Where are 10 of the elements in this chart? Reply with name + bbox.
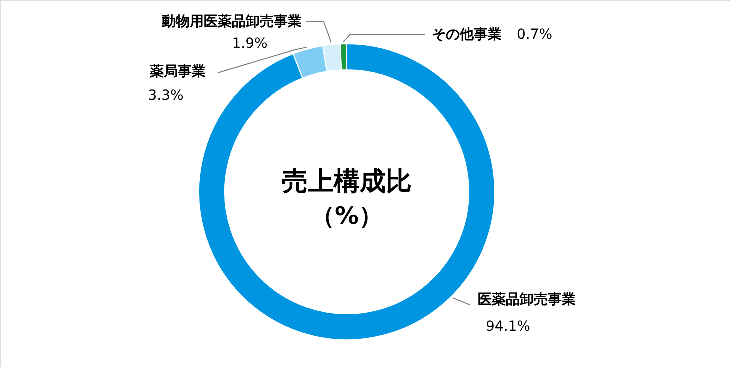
data-label: 3.3%: [148, 88, 184, 104]
slice-label: その他事業: [432, 27, 502, 43]
text: 売上構成比: [282, 167, 412, 197]
slice-label: 医薬品卸売事業: [478, 292, 576, 308]
data-label: 94.1%: [486, 319, 530, 335]
data-label: 0.7%: [517, 27, 553, 43]
data-label: 1.9%: [232, 36, 268, 52]
text: （%）: [310, 202, 384, 230]
slice-label: 動物用医薬品卸売事業: [161, 14, 302, 30]
slice-label: 薬局事業: [149, 64, 206, 80]
